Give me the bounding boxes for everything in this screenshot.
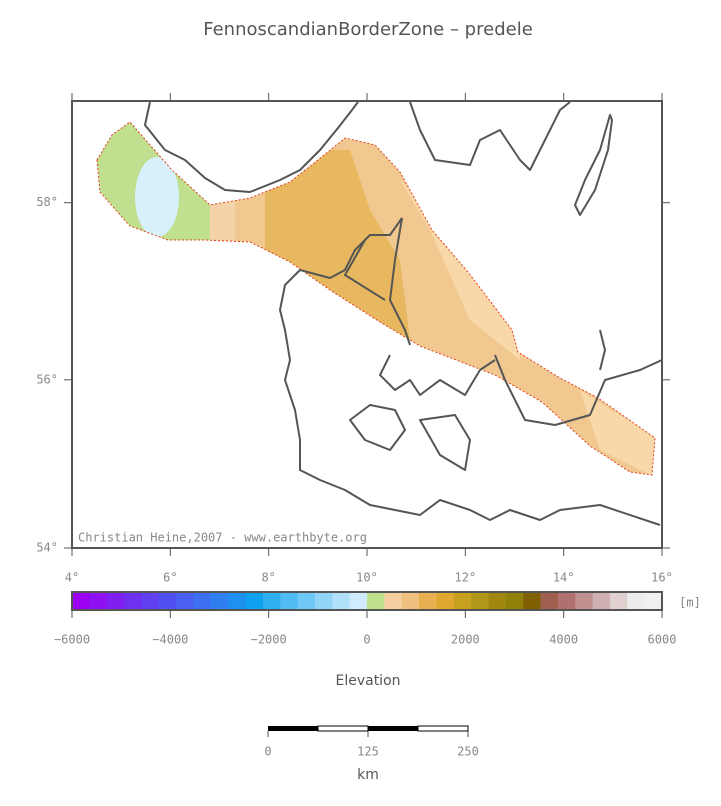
colorbar-segment <box>644 592 663 610</box>
colorbar-segment <box>176 592 194 610</box>
y-tick-label: 56° <box>36 372 58 386</box>
colorbar-segment <box>627 592 646 610</box>
colorbar-label: Elevation <box>335 673 400 689</box>
scalebar <box>268 725 469 732</box>
colorbar-segment <box>488 592 507 610</box>
x-tick-label: 14° <box>553 571 575 585</box>
scalebar-tick-label: 125 <box>357 745 379 759</box>
colorbar-segment <box>471 592 489 610</box>
colorbar-segment <box>523 592 542 610</box>
colorbar-segment <box>141 592 160 610</box>
colorbar-segment <box>228 592 247 610</box>
colorbar-segment <box>592 592 611 610</box>
x-tick-label: 12° <box>454 571 476 585</box>
colorbar-segment <box>384 592 403 610</box>
colorbar-segment <box>349 592 368 610</box>
colorbar-segment <box>557 592 576 610</box>
colorbar-segment <box>124 592 142 610</box>
title: FennoscandianBorderZone – predele <box>203 19 533 40</box>
x-tick-label: 10° <box>356 571 378 585</box>
y-tick-label: 58° <box>36 195 58 209</box>
colorbar-segment <box>436 592 455 610</box>
colorbar-segment <box>314 592 333 610</box>
colorbar-segment <box>158 592 177 610</box>
colorbar-tick-label: −4000 <box>152 633 188 647</box>
scalebar-tick-label: 250 <box>457 745 479 759</box>
colorbar-segment <box>297 592 316 610</box>
colorbar-segment <box>401 592 420 610</box>
colorbar-tick-label: 4000 <box>549 633 578 647</box>
colorbar-tick-label: 2000 <box>451 633 480 647</box>
colorbar-segment <box>332 592 351 610</box>
colorbar-tick-label: 0 <box>363 633 370 647</box>
colorbar-segment <box>575 592 594 610</box>
colorbar-segment <box>262 592 281 610</box>
colorbar-segment <box>193 592 212 610</box>
coastlines <box>144 101 663 526</box>
x-tick-label: 6° <box>163 571 177 585</box>
colorbar-segment <box>280 592 299 610</box>
colorbar-segment <box>72 592 90 610</box>
colorbar-tick-label: −2000 <box>251 633 287 647</box>
colorbar-unit: [m] <box>679 596 701 610</box>
x-tick-label: 16° <box>651 571 673 585</box>
colorbar-segment <box>210 592 229 610</box>
x-tick-label: 8° <box>261 571 275 585</box>
scalebar-tick-label: 0 <box>264 745 271 759</box>
colorbar-segment <box>609 592 628 610</box>
x-tick-label: 4° <box>65 571 79 585</box>
y-tick-label: 54° <box>36 541 58 555</box>
colorbar-tick-label: 6000 <box>648 633 677 647</box>
colorbar-segment <box>106 592 125 610</box>
colorbar-tick-label: −6000 <box>54 633 90 647</box>
colorbar-segment <box>453 592 472 610</box>
credit: Christian Heine,2007 - www.earthbyte.org <box>78 531 367 545</box>
zone-outline <box>96 121 656 476</box>
colorbar-segment <box>367 592 385 610</box>
colorbar-segment <box>89 592 108 610</box>
scalebar-unit: km <box>357 767 379 783</box>
colorbar-segment <box>419 592 437 610</box>
colorbar-segment <box>245 592 264 610</box>
colorbar-segment <box>505 592 524 610</box>
zone <box>97 122 655 475</box>
colorbar-segment <box>540 592 559 610</box>
